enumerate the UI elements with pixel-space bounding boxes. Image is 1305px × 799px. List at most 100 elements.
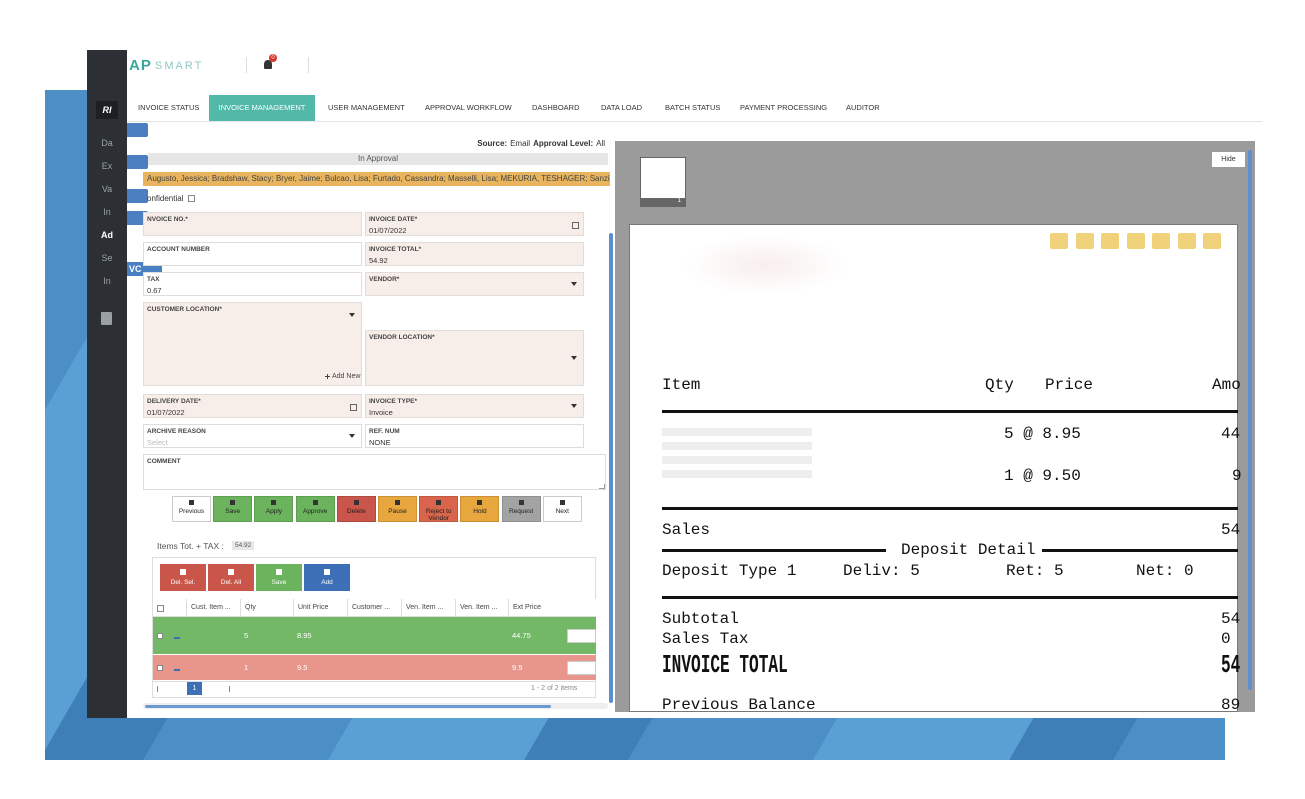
form-field[interactable]: DELIVERY DATE* 01/07/2022 [143, 394, 362, 418]
toolbar-icon[interactable] [1203, 233, 1221, 249]
doc-rule [662, 507, 1238, 510]
doc-deposit: Net: 0 [1136, 562, 1194, 580]
form-field[interactable]: VENDOR* [365, 272, 584, 296]
nav-tab[interactable]: INVOICE STATUS [138, 103, 200, 112]
scrollbar-thumb[interactable] [145, 705, 551, 708]
form-field[interactable]: ARCHIVE REASON Select [143, 424, 362, 448]
row-checkbox[interactable] [157, 664, 163, 671]
add-new[interactable]: Add New [324, 373, 361, 380]
doc-header: Amo [1212, 376, 1241, 394]
toolbar-icon[interactable] [1050, 233, 1068, 249]
sidebar-item[interactable]: Da [101, 138, 113, 148]
action-button[interactable]: Hold [460, 496, 500, 522]
dropdown-arrow[interactable] [571, 282, 577, 286]
dropdown-arrow[interactable] [571, 404, 577, 408]
dropdown-arrow[interactable] [349, 313, 355, 317]
form-field[interactable]: INVOICE DATE* 01/07/2022 [365, 212, 584, 236]
column-header[interactable]: Cust. Item ... [186, 599, 240, 617]
header-checkbox[interactable] [157, 605, 164, 612]
doc-label: Previous Balance [662, 696, 816, 714]
row-delete-icon[interactable] [174, 665, 180, 671]
row-checkbox[interactable] [157, 632, 163, 639]
dropdown-arrow[interactable] [349, 434, 355, 438]
action-button[interactable]: Approve [295, 496, 335, 522]
toolbar-icon[interactable] [1152, 233, 1170, 249]
column-header[interactable]: Ven. Item ... [455, 599, 508, 617]
scrollbar-v[interactable] [609, 233, 613, 703]
form-field[interactable]: COMMENT [143, 454, 606, 490]
toolbar-icon[interactable] [1126, 233, 1145, 249]
column-header[interactable]: Customer ... [347, 599, 401, 617]
form-field[interactable]: NVOICE NO.* [143, 212, 362, 236]
sidebar-item[interactable]: In [103, 276, 111, 286]
action-button[interactable]: Pause [378, 496, 417, 522]
pager-nav[interactable] [208, 686, 230, 692]
bell[interactable] [264, 60, 272, 69]
column-header[interactable]: Ven. Item ... [401, 599, 455, 617]
form-field[interactable]: TAX 0.67 [143, 272, 362, 296]
nav-tab[interactable]: USER MANAGEMENT [328, 103, 405, 112]
toolbar-icon[interactable] [1075, 233, 1094, 249]
checkbox[interactable] [188, 195, 195, 202]
viewer-scroll[interactable] [1248, 150, 1252, 690]
side-tab-icon[interactable] [127, 155, 148, 169]
action-button[interactable]: Save [213, 496, 253, 522]
toolbar-icon[interactable] [1101, 233, 1119, 249]
doc-label: Subtotal [662, 610, 739, 628]
button-icon [395, 500, 400, 505]
nav-tab[interactable]: DASHBOARD [532, 103, 580, 112]
calendar-icon[interactable] [572, 222, 579, 229]
nav-tab[interactable]: APPROVAL WORKFLOW [425, 103, 512, 112]
action-button[interactable]: Apply [254, 496, 294, 522]
form-field[interactable]: INVOICE TOTAL* 54.92 [365, 242, 584, 266]
field-label: INVOICE DATE* [369, 216, 418, 223]
dropdown-arrow[interactable] [571, 356, 577, 360]
action-button[interactable]: Next [542, 496, 582, 522]
action-button[interactable]: Delete [336, 496, 376, 522]
row-action[interactable] [567, 628, 596, 643]
pager-page[interactable]: 1 [187, 682, 202, 695]
side-tab-icon[interactable] [127, 123, 148, 137]
grid-button[interactable]: Save [256, 564, 302, 591]
nav-tab[interactable]: AUDITOR [846, 103, 880, 112]
side-tab-icon[interactable] [127, 211, 148, 225]
hide-button[interactable]: Hide [1212, 152, 1245, 167]
column-header[interactable]: Qty [240, 599, 293, 617]
nav-tab[interactable]: PAYMENT PROCESSING [740, 103, 828, 112]
form-field[interactable]: REF. NUM NONE [365, 424, 584, 448]
form-field[interactable]: CUSTOMER LOCATION* [143, 302, 362, 386]
grid-button[interactable]: Del. Sel. [160, 564, 206, 591]
nav-tab[interactable]: INVOICE MANAGEMENT [209, 95, 315, 121]
calendar-icon[interactable] [350, 404, 357, 411]
nav-tab[interactable]: DATA LOAD [601, 103, 642, 112]
pager-nav[interactable] [157, 686, 183, 692]
doc-qty: 5 @ 8.95 [1004, 425, 1081, 443]
form-field[interactable]: INVOICE TYPE* Invoice [365, 394, 584, 418]
form-field[interactable]: VENDOR LOCATION* [365, 330, 584, 386]
toolbar-icon[interactable] [1177, 233, 1196, 249]
thumbnail[interactable]: 1 [640, 157, 686, 207]
row-action[interactable] [567, 660, 596, 675]
button-icon [228, 569, 234, 575]
column-header[interactable]: Unit Price [293, 599, 347, 617]
button-icon [189, 500, 194, 505]
action-button[interactable]: Previous [172, 496, 211, 522]
sidebar-item[interactable]: Va [101, 184, 113, 194]
grid-row [153, 655, 596, 680]
action-button[interactable]: Reject to Vendor [419, 496, 459, 522]
column-header[interactable]: Ext Price [508, 599, 562, 617]
sidebar-item[interactable]: Se [101, 253, 113, 263]
grid-button[interactable]: Del. All [208, 564, 254, 591]
action-button[interactable]: Request [501, 496, 541, 522]
side-tab-icon[interactable] [127, 189, 148, 203]
nav-tab[interactable]: BATCH STATUS [665, 103, 721, 112]
sidebar-item[interactable]: In [103, 207, 111, 217]
sidebar-item[interactable]: RI [96, 101, 118, 119]
form-field[interactable]: ACCOUNT NUMBER [143, 242, 362, 266]
sidebar-item[interactable]: Ad [101, 230, 113, 240]
sidebar-item[interactable]: Ex [101, 161, 113, 171]
row-delete-icon[interactable] [174, 633, 180, 639]
button-icon [477, 500, 483, 505]
doc-deposit-title: Deposit Detail [901, 541, 1036, 559]
grid-button[interactable]: Add [304, 564, 350, 591]
